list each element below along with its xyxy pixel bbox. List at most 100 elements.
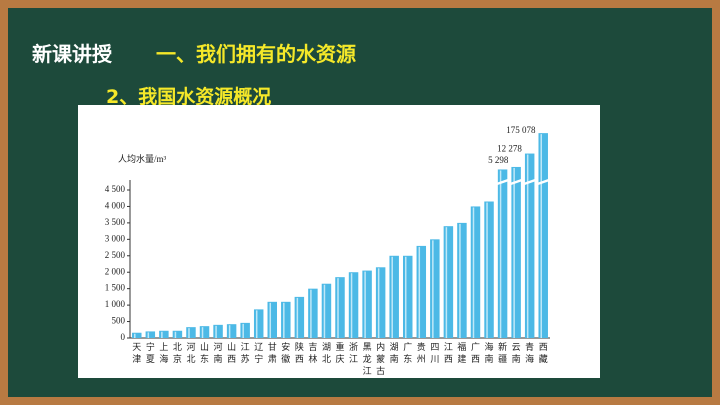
bar-highlight — [283, 302, 285, 338]
bar — [281, 301, 291, 338]
y-tick-label: 1 000 — [105, 299, 126, 309]
x-tick-label: 重庆 — [335, 341, 344, 364]
bar — [511, 166, 521, 338]
x-tick-label: 贵州 — [417, 341, 426, 364]
bar-highlight — [391, 256, 393, 338]
bar — [538, 133, 548, 338]
bar — [294, 296, 305, 338]
bar — [308, 288, 318, 338]
x-tick-label: 福建 — [457, 341, 466, 364]
bar — [253, 309, 264, 338]
bar — [403, 255, 413, 338]
x-tick-label: 云南 — [512, 342, 521, 364]
bar-highlight — [174, 331, 177, 338]
bar — [348, 272, 359, 338]
bar-highlight — [526, 154, 529, 338]
bar-highlight — [269, 302, 272, 338]
x-tick-label: 浙江 — [349, 341, 358, 364]
bar-highlight — [418, 246, 421, 338]
y-tick-label: 2 500 — [105, 250, 126, 260]
bar — [484, 201, 494, 338]
bar — [213, 324, 223, 338]
bar-highlight — [201, 327, 204, 338]
bar-highlight — [147, 332, 150, 338]
x-tick-label: 青海 — [525, 341, 534, 364]
bar-highlight — [432, 240, 434, 338]
bar-highlight — [134, 333, 136, 338]
slide-subtitle: 2、我国水资源概况 — [106, 86, 272, 108]
x-tick-label: 河北 — [186, 341, 195, 364]
bar — [226, 324, 237, 338]
x-tick-label: 河南 — [214, 341, 223, 364]
bar — [457, 222, 467, 338]
y-tick-label: 4 500 — [105, 184, 126, 194]
bar — [145, 331, 156, 338]
bar — [362, 270, 372, 338]
x-tick-label: 内蒙古 — [376, 341, 385, 376]
bar — [470, 206, 481, 338]
bar-highlight — [459, 223, 461, 338]
x-tick-label: 湖北 — [322, 342, 331, 364]
bar-highlight — [323, 284, 326, 338]
bar-highlight — [513, 167, 515, 338]
bar-highlight — [296, 297, 299, 338]
bar — [497, 169, 508, 338]
x-tick-label: 安徽 — [281, 341, 290, 364]
x-tick-label: 西藏 — [539, 342, 548, 364]
bar-highlight — [405, 256, 407, 338]
x-tick-label: 海南 — [485, 341, 494, 364]
bar — [267, 301, 277, 338]
slide-title: 新课讲授 — [32, 42, 112, 66]
y-tick-label: 3 000 — [105, 233, 126, 243]
x-tick-label: 湖南 — [390, 342, 399, 364]
bar — [430, 239, 440, 338]
bar-highlight — [540, 134, 542, 338]
x-tick-label: 山西 — [227, 342, 236, 364]
y-tick-label: 500 — [112, 316, 126, 326]
bar-highlight — [255, 310, 258, 338]
bar — [389, 255, 399, 338]
x-tick-label: 宁夏 — [146, 341, 155, 364]
bar-highlight — [377, 268, 380, 338]
y-tick-label: 2 000 — [105, 266, 126, 276]
bar — [443, 226, 454, 338]
axis-break — [496, 178, 509, 186]
x-tick-label: 天津 — [132, 342, 141, 364]
bar — [321, 283, 332, 338]
bar-highlight — [445, 227, 448, 338]
bar — [186, 327, 196, 338]
bar — [132, 332, 142, 338]
bar — [172, 330, 183, 338]
x-tick-label: 四川 — [430, 342, 439, 364]
x-tick-label: 新疆 — [498, 341, 507, 364]
y-tick-label: 1 500 — [105, 283, 126, 293]
axis-break — [509, 178, 523, 186]
x-tick-label: 辽宁 — [254, 342, 263, 364]
x-tick-label: 吉林 — [308, 342, 317, 364]
bar-highlight — [472, 207, 475, 338]
value-label: 12 278 — [497, 144, 522, 154]
x-tick-label: 广东 — [403, 341, 412, 364]
x-tick-label: 甘肃 — [268, 341, 277, 364]
bar-highlight — [161, 331, 163, 338]
bar-highlight — [364, 271, 366, 338]
bar — [375, 267, 386, 338]
chart: 人均水量/m³ 0 500 1 000 1 500 2 000 2 500 3 000 3 5… — [78, 105, 600, 378]
x-tick-label: 江苏 — [241, 342, 250, 364]
x-tick-label: 江西 — [444, 342, 453, 364]
x-tick-label: 北京 — [173, 342, 182, 364]
x-tick-label: 陕西 — [295, 341, 304, 364]
bar — [524, 153, 535, 338]
x-tick-label: 黑龙江 — [363, 342, 372, 376]
axis-break — [537, 178, 550, 186]
bar-highlight — [337, 278, 339, 338]
bar — [159, 330, 169, 338]
bar-highlight — [242, 323, 244, 338]
y-axis-label: 人均水量/m³ — [118, 153, 167, 164]
y-tick-label: 3 500 — [105, 217, 126, 227]
bar-highlight — [310, 289, 312, 338]
bar — [199, 326, 210, 338]
bar-highlight — [228, 325, 231, 338]
bar-highlight — [499, 170, 502, 338]
